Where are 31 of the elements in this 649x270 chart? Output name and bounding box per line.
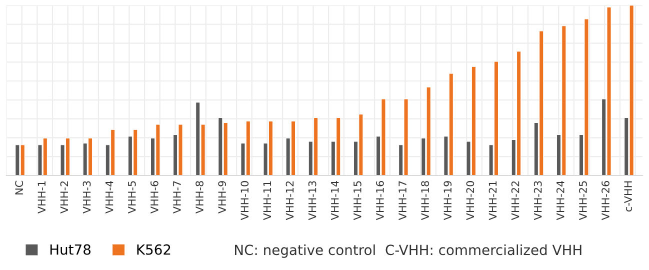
x-tick-label: c-VHH (624, 181, 632, 212)
text: NC: negative control C-VHH: commercialized VHH (235, 244, 582, 258)
x-tick-label: VHH-19 (444, 181, 452, 220)
x-tick-label: VHH-23 (534, 181, 542, 220)
x-tick-label: VHH-6 (150, 181, 158, 214)
x-tick-label: VHH-26 (602, 181, 610, 220)
x-tick-label: VHH-20 (466, 181, 474, 220)
x-tick-label: VHH-17 (398, 181, 406, 220)
x-tick-label: VHH-18 (421, 181, 430, 220)
x-tick-label: VHH-15 (354, 181, 362, 220)
x-tick-label: VHH-1 (38, 181, 46, 214)
x-tick-label: VHH-16 (376, 181, 384, 220)
x-tick-label: VHH-5 (128, 181, 136, 214)
x-tick-label: VHH-14 (331, 180, 339, 220)
x-tick-label: VHH-22 (511, 181, 520, 220)
x-tick-label: VHH-24 (556, 180, 564, 220)
x-tick-label: VHH-9 (218, 181, 226, 214)
x-tick-label: VHH-25 (579, 181, 587, 220)
legend-label: Hut78 (50, 244, 91, 255)
x-tick-label: VHH-3 (82, 181, 91, 214)
x-tick-label: VHH-11 (263, 181, 271, 220)
x-tick-label: VHH-21 (488, 181, 497, 220)
x-tick-label: VHH-7 (173, 181, 181, 214)
x-tick-label: VHH-4 (106, 180, 114, 214)
x-tick-label: VHH-13 (308, 181, 316, 220)
x-tick-label: VHH-10 (240, 181, 249, 220)
x-tick-label: NC (15, 180, 24, 194)
x-tick-label: VHH-12 (286, 181, 294, 220)
legend-label: K562 (137, 244, 170, 255)
x-tick-label: VHH-2 (60, 181, 68, 214)
x-tick-label: VHH-8 (196, 181, 204, 214)
